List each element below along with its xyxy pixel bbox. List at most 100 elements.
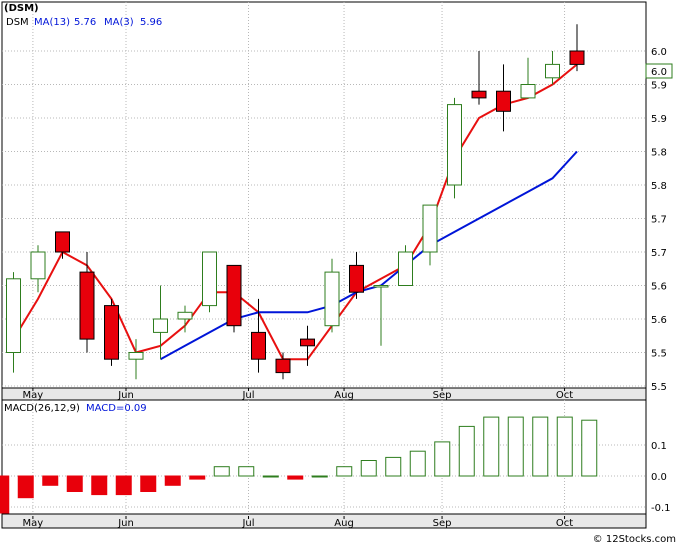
price-x-axis-band — [1, 387, 647, 401]
macd-month-label: May — [23, 518, 44, 529]
macd-month-label: Oct — [556, 518, 573, 529]
macd-x-axis-band — [1, 513, 647, 529]
macd-legend-value: MACD=0.09 — [86, 403, 147, 414]
macd-bar — [238, 466, 255, 477]
macd-bar — [458, 425, 475, 477]
candle — [55, 231, 70, 259]
candle-body-up — [128, 352, 144, 360]
ticker-title: (DSM) — [4, 3, 39, 14]
macd-bar — [336, 466, 353, 477]
price-month-label: Aug — [334, 390, 354, 401]
candle-body-up — [324, 271, 340, 327]
candle-body-down — [569, 50, 585, 65]
legend-ma3-label: MA(3) — [104, 17, 134, 28]
macd-y-tick-label: 0.1 — [651, 441, 667, 452]
candle — [275, 352, 291, 380]
macd-x-labels: May Jun Jul Aug Sep Oct — [23, 516, 573, 529]
price-month-label: Jul — [241, 390, 254, 401]
macd-bar — [507, 416, 524, 477]
candle — [569, 24, 585, 72]
ma3-line-layer — [12, 63, 578, 361]
candle — [496, 64, 511, 132]
candle-body-up — [447, 104, 462, 186]
macd-bar — [164, 475, 181, 486]
macd-bar — [311, 475, 328, 478]
candle — [324, 258, 340, 333]
macd-bar — [140, 475, 157, 492]
candle — [520, 57, 536, 99]
macd-bar — [42, 475, 59, 486]
candle-body-down — [251, 331, 266, 360]
macd-bar — [581, 419, 598, 477]
candle-body-up — [153, 318, 168, 333]
price-y-ticks: 5.5 5.5 5.6 5.6 5.7 5.7 5.8 5.8 5.9 5.9 6.0 — [651, 47, 667, 393]
macd-y-tick-label: 0.0 — [651, 472, 667, 483]
price-y-tick-label: 5.9 — [651, 81, 667, 92]
candle — [153, 285, 168, 360]
candle-body-up — [545, 63, 560, 79]
macd-bar-series — [0, 416, 598, 514]
macd-bar — [17, 475, 34, 499]
macd-bar — [0, 475, 10, 514]
candle — [79, 252, 95, 353]
candle — [447, 97, 462, 199]
candle — [398, 245, 413, 286]
price-y-tick-label: 6.0 — [651, 47, 667, 58]
candle — [545, 51, 560, 85]
price-y-tick-label: 5.6 — [651, 315, 667, 326]
macd-bar — [262, 475, 279, 478]
macd-bar — [385, 456, 402, 477]
price-y-tick-label: 5.6 — [651, 282, 667, 293]
price-x-axis: May Jun Jul Aug Sep Oct — [1, 387, 647, 401]
candle-body-up — [30, 251, 46, 280]
candle-body-up — [202, 251, 217, 307]
price-y-tick-label: 5.5 — [651, 382, 667, 393]
candle-body-up — [177, 311, 193, 320]
macd-y-tick-label: -0.1 — [651, 503, 671, 514]
price-month-label: Sep — [433, 390, 452, 401]
price-panel: 5.5 5.5 5.6 5.6 5.7 5.7 5.8 5.8 5.9 5.9 6.0 6.0 — [1, 1, 673, 393]
macd-bar — [287, 475, 304, 480]
macd-bar — [483, 416, 500, 477]
candle — [128, 339, 144, 380]
candlestick-series — [6, 24, 585, 380]
candle-body-up — [398, 251, 413, 286]
macd-bar — [532, 416, 549, 477]
legend-ma13-value: 5.76 — [74, 17, 96, 28]
price-frame — [1, 1, 647, 389]
candle — [177, 305, 193, 333]
macd-legend-label: MACD(26,12,9) — [4, 403, 80, 414]
price-month-label: Oct — [556, 390, 573, 401]
macd-panel: -0.1 0.0 0.1 MACD(26,12,9) MACD=0.09 — [0, 399, 671, 515]
candle — [422, 204, 438, 266]
macd-bar — [409, 450, 426, 477]
price-y-tick-label: 5.7 — [651, 215, 667, 226]
price-y-tick-label: 5.9 — [651, 114, 667, 125]
candle-body-up — [422, 204, 438, 253]
candle-body-up — [373, 285, 389, 288]
candle — [30, 245, 46, 293]
price-x-labels: May Jun Jul Aug Sep Oct — [23, 388, 573, 401]
price-month-label: May — [23, 390, 44, 401]
candle — [202, 251, 217, 313]
candle-body-down — [496, 90, 511, 112]
candle-body-up — [520, 84, 536, 99]
chart-header: (DSM) DSM MA(13) 5.76 MA(3) 5.96 — [4, 3, 162, 28]
candle-body-down — [226, 264, 242, 327]
candle — [104, 298, 119, 366]
macd-month-label: Aug — [334, 518, 354, 529]
macd-bar — [66, 475, 83, 492]
price-y-tick-label: 5.5 — [651, 349, 667, 360]
candle — [6, 272, 21, 373]
candle — [373, 285, 389, 346]
macd-frame — [1, 399, 647, 515]
candle-body-up — [6, 278, 21, 353]
macd-bar — [556, 416, 573, 477]
macd-month-label: Jul — [241, 518, 254, 529]
macd-x-axis: May Jun Jul Aug Sep Oct — [1, 513, 647, 529]
macd-y-ticks: -0.1 0.0 0.1 — [651, 441, 671, 514]
macd-bar — [91, 475, 108, 496]
price-y-tick-label: 5.8 — [651, 181, 667, 192]
candle — [471, 51, 487, 105]
macd-bar — [360, 460, 377, 477]
